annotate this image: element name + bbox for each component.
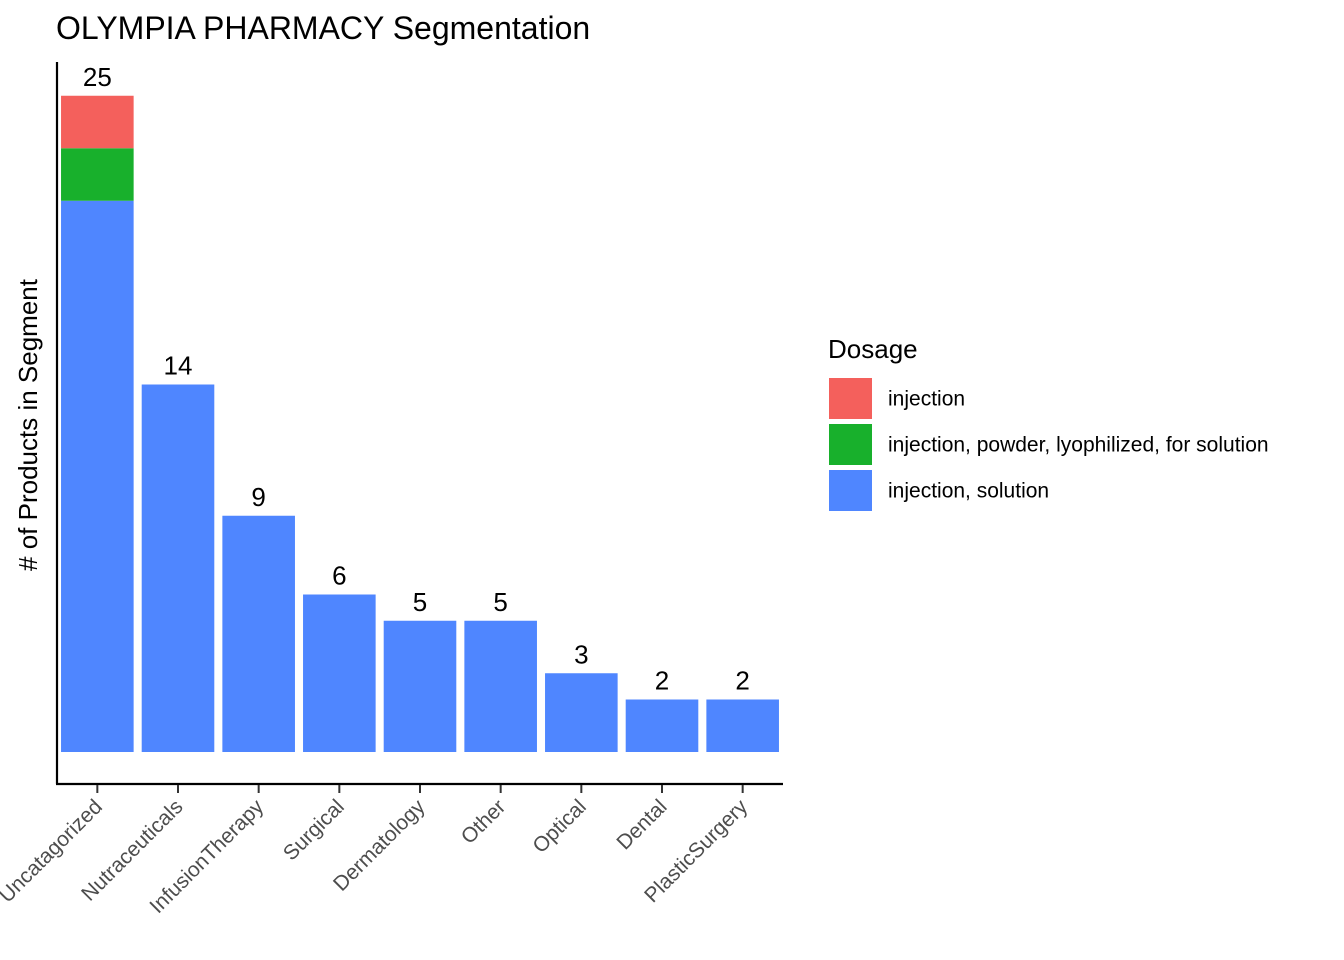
x-tick-label-other: Other [457,795,510,848]
data-label-dental: 2 [655,666,669,696]
bar-plasticsurgery-injection-solution [706,699,779,752]
bar-uncatagorized-injection-solution [61,200,134,752]
x-tick-label-surgical: Surgical [279,795,349,865]
bar-uncatagorized-injection-powder-lyophilized-for-solution [61,148,134,201]
data-label-dermatology: 5 [413,587,427,617]
legend-title: Dosage [828,334,918,364]
data-label-surgical: 6 [332,561,346,591]
data-labels-layer: 25 14 9 6 5 5 3 2 2 [83,62,750,696]
y-axis-title: # of Products in Segment [13,278,43,571]
bar-nutraceuticals-injection-solution [141,384,215,752]
legend: Dosage injection injection, powder, lyoph… [828,334,1269,511]
legend-key-injection [829,378,872,419]
data-label-optical: 3 [574,639,588,669]
data-label-infusiontherapy: 9 [251,482,265,512]
bars-layer [61,95,779,752]
data-label-nutraceuticals: 14 [164,351,193,381]
data-label-other: 5 [493,587,507,617]
legend-label-injection-solution: injection, solution [888,480,1049,503]
chart-title: OLYMPIA PHARMACY Segmentation [56,10,590,46]
x-ticks-layer: UncatagorizedNutraceuticalsInfusionThera… [0,785,753,918]
legend-label-injection-powder-lyophilized-for-solution: injection, powder, lyophilized, for solu… [888,434,1269,457]
data-label-uncatagorized: 25 [83,62,112,92]
bar-dermatology-injection-solution [383,620,457,752]
bar-surgical-injection-solution [303,594,376,752]
legend-label-injection: injection [888,388,965,411]
legend-key-injection-solution [829,470,872,511]
bar-optical-injection-solution [545,673,618,752]
bar-dental-injection-solution [625,699,699,752]
x-tick-label-dental: Dental [612,795,671,854]
data-label-plasticsurgery: 2 [735,666,749,696]
bar-uncatagorized-injection [61,95,134,149]
bar-other-injection-solution [464,620,537,752]
legend-key-injection-powder-lyophilized-for-solution [829,424,872,465]
x-tick-label-optical: Optical [528,795,590,857]
bar-infusiontherapy-injection-solution [222,515,295,752]
